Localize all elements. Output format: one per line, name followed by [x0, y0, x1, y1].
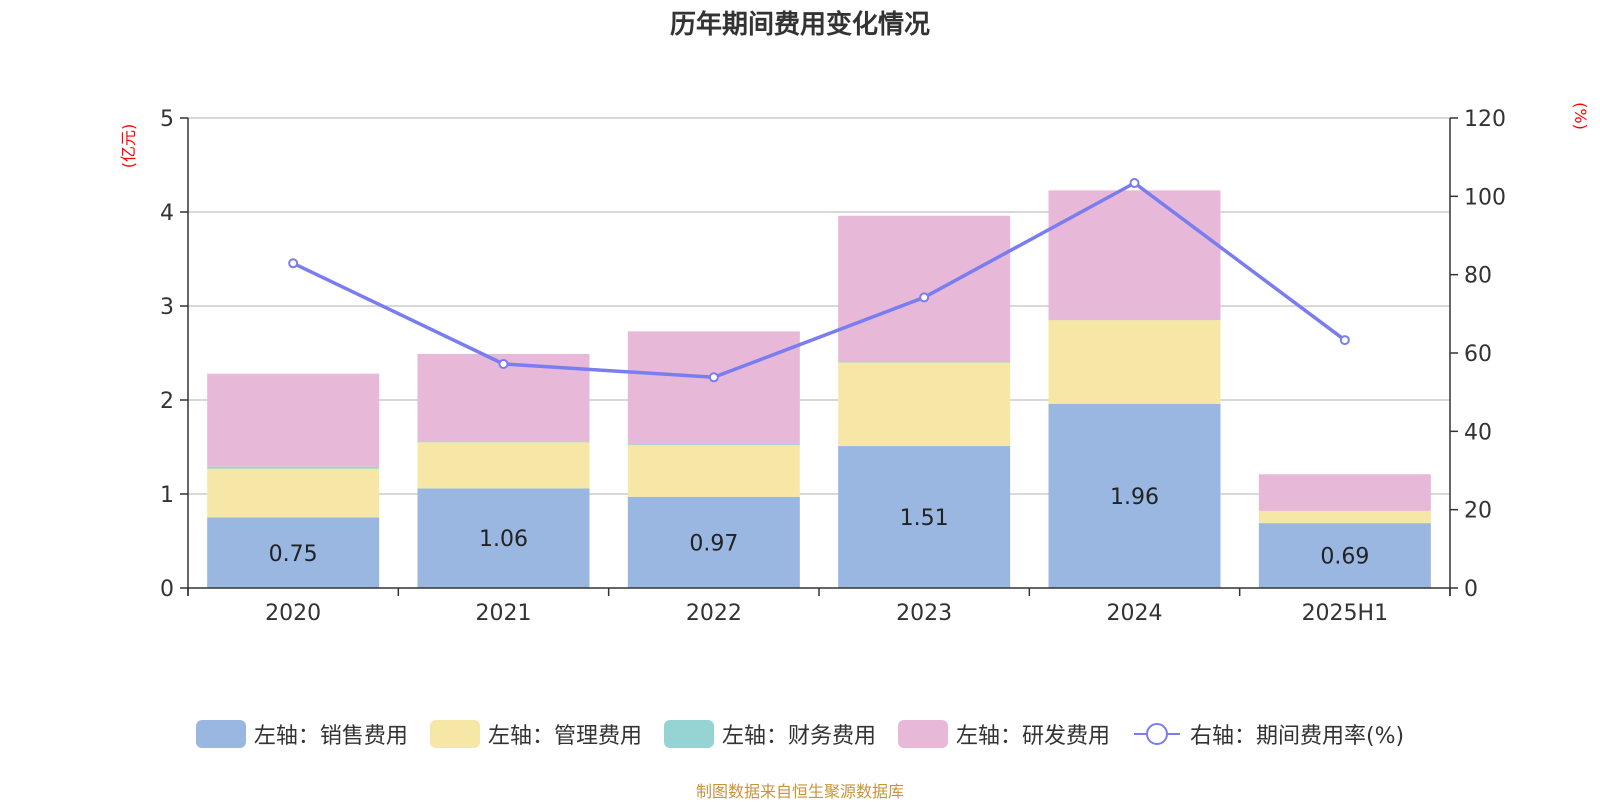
bar-segment-1	[1258, 510, 1431, 524]
legend-label-rnd: 左轴：研发费用	[955, 724, 1110, 749]
data-labels: 0.75 1.06 0.97 1.51 1.96 0.69	[269, 485, 1370, 570]
chart-canvas: 0 1 2 3 4 5 0 20 40 60 80 100 120 2020 2021 2022 2023 202…	[119, 102, 1590, 626]
left-axis-tick-label: 3	[160, 295, 174, 320]
legend: 左轴：销售费用 左轴：管理费用 左轴：财务费用 左轴：研发费用 右轴：期间费用率…	[0, 718, 1600, 750]
legend-item-finance[interactable]: 左轴：财务费用	[663, 718, 876, 750]
right-axis-unit: (%)	[1571, 102, 1590, 130]
bar-segment-1	[838, 362, 1011, 447]
x-axis-tick-label: 2024	[1107, 601, 1163, 626]
legend-label-rate: 右轴：期间费用率(%)	[1189, 724, 1405, 749]
rate-point	[708, 372, 719, 383]
bar-segment-3	[1258, 474, 1431, 511]
right-axis-tick-label: 60	[1464, 342, 1492, 367]
legend-item-sales[interactable]: 左轴：销售费用	[195, 718, 408, 750]
bar-segment-0	[417, 488, 590, 588]
bar-segment-2	[417, 441, 590, 443]
right-axis-tick-label: 20	[1464, 499, 1492, 524]
left-axis-unit: (亿元)	[119, 124, 138, 169]
right-axis-tick-label: 0	[1464, 577, 1478, 602]
bar-segment-0	[1258, 523, 1431, 588]
x-axis-tick-label: 2023	[896, 601, 952, 626]
rate-point	[919, 292, 930, 303]
legend-swatch-admin	[429, 720, 480, 748]
bar-segment-0	[627, 496, 800, 588]
legend-swatch-rnd	[897, 720, 948, 748]
bar-segment-0	[207, 517, 380, 588]
legend-swatch-sales	[195, 720, 246, 748]
bars	[207, 190, 1431, 588]
bar-value-label: 0.75	[269, 542, 318, 567]
axes: 0 1 2 3 4 5 0 20 40 60 80 100 120 2020 2021 2022 2023 202…	[160, 107, 1506, 626]
bar-value-label: 1.51	[900, 506, 949, 531]
left-axis-tick-label: 4	[160, 201, 174, 226]
bar-segment-2	[1048, 319, 1221, 321]
left-axis-tick-label: 5	[160, 107, 174, 132]
rate-line-path	[292, 180, 1346, 380]
legend-line-icon	[1133, 723, 1180, 745]
left-axis-tick-label: 0	[160, 577, 174, 602]
legend-swatch-finance	[663, 720, 714, 748]
left-axis-tick-label: 1	[160, 483, 174, 508]
bar-segment-3	[838, 215, 1011, 362]
legend-label-finance: 左轴：财务费用	[721, 724, 876, 749]
legend-label-sales: 左轴：销售费用	[253, 724, 408, 749]
legend-label-admin: 左轴：管理费用	[487, 724, 642, 749]
bar-segment-1	[417, 442, 590, 489]
left-axis-tick-label: 2	[160, 389, 174, 414]
bar-segment-1	[1048, 320, 1221, 404]
grid-lines	[188, 117, 1450, 495]
bar-value-label: 0.97	[689, 531, 738, 556]
bar-value-label: 1.06	[479, 527, 528, 552]
bar-segment-1	[627, 445, 800, 497]
x-axis-tick-label: 2020	[265, 601, 321, 626]
legend-item-admin[interactable]: 左轴：管理费用	[429, 718, 642, 750]
bar-segment-1	[207, 468, 380, 518]
bar-value-label: 0.69	[1320, 545, 1369, 570]
bar-segment-3	[627, 331, 800, 445]
rate-line	[288, 178, 1350, 383]
bar-segment-0	[838, 446, 1011, 588]
bar-segment-3	[1048, 190, 1221, 320]
legend-item-rate[interactable]: 右轴：期间费用率(%)	[1132, 718, 1404, 750]
right-axis-tick-label: 120	[1464, 107, 1506, 132]
source-footer: 制图数据来自恒生聚源数据库	[695, 782, 904, 801]
bar-value-label: 1.96	[1110, 485, 1159, 510]
legend-item-rnd[interactable]: 左轴：研发费用	[897, 718, 1110, 750]
bar-segment-2	[207, 466, 380, 469]
x-axis-tick-label: 2025H1	[1302, 601, 1389, 626]
bar-segment-3	[207, 373, 380, 467]
rate-point	[288, 258, 299, 269]
chart-title: 历年期间费用变化情况	[669, 10, 930, 40]
x-axis-tick-label: 2022	[686, 601, 742, 626]
right-axis-tick-label: 40	[1464, 420, 1492, 445]
right-axis-tick-label: 100	[1464, 185, 1506, 210]
x-axis-tick-label: 2021	[476, 601, 532, 626]
bar-segment-0	[1048, 403, 1221, 588]
rate-point	[1339, 335, 1350, 346]
rate-point	[498, 358, 509, 369]
bar-segment-2	[838, 361, 1011, 363]
bar-segment-2	[627, 444, 800, 446]
rate-point	[1129, 178, 1140, 189]
right-axis-tick-label: 80	[1464, 264, 1492, 289]
